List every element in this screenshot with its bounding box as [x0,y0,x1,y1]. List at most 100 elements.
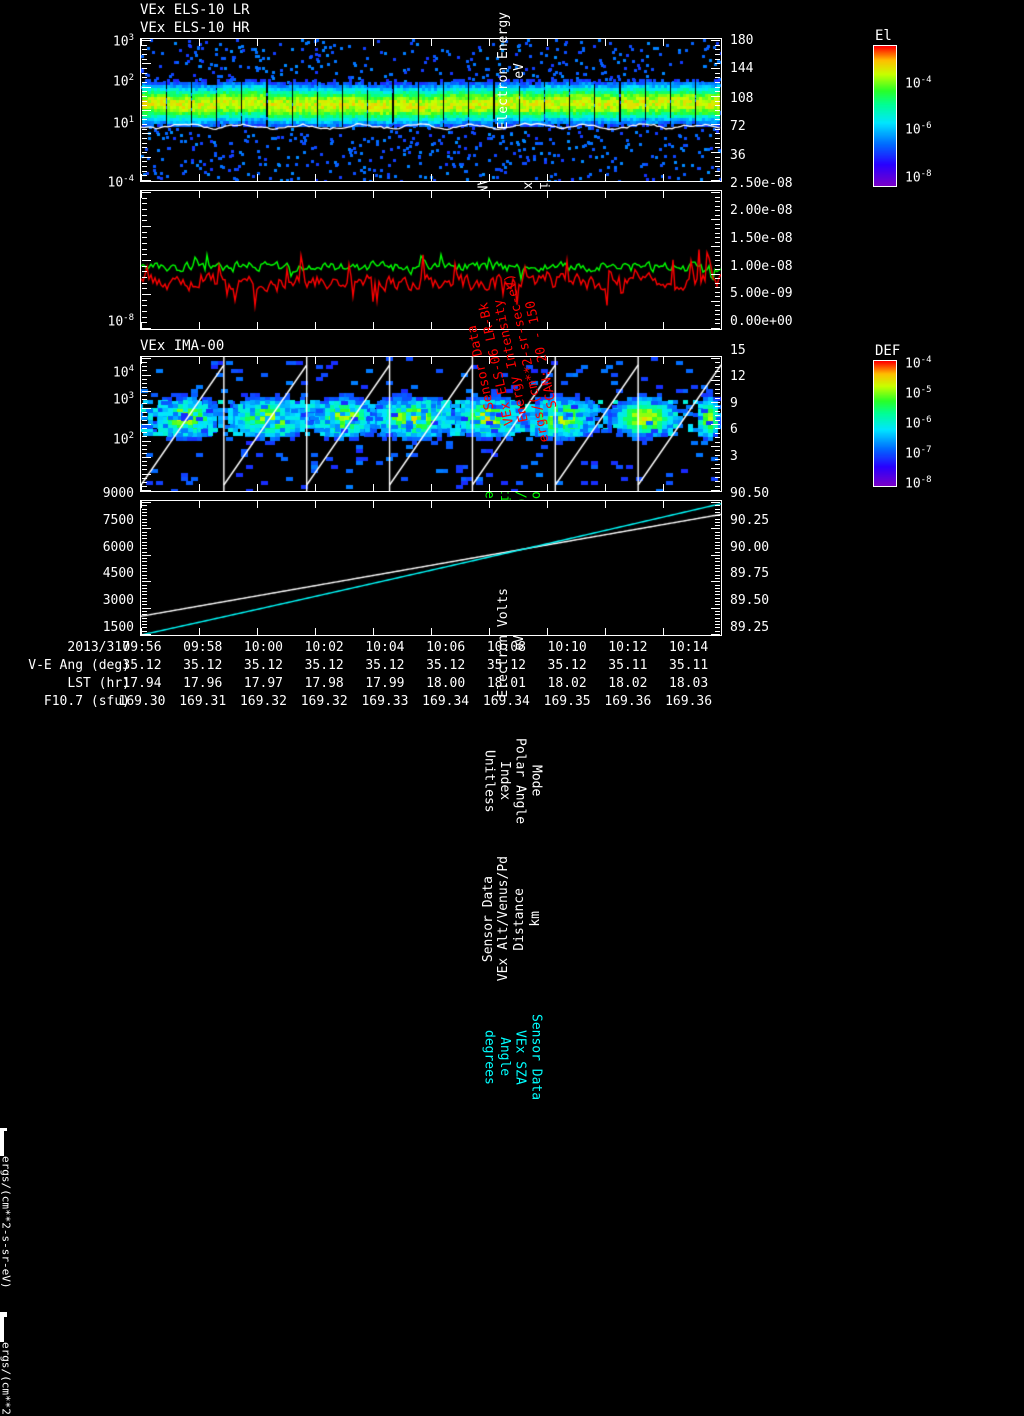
axis-tick-label: 1.00e-08 [730,259,793,274]
y-tick [715,166,720,167]
colorbar-def-label: DEF [875,343,901,359]
y-tick [715,175,720,176]
axis-tick-label: 12 [730,369,746,384]
y-tick [142,59,147,60]
y-tick [715,147,720,148]
y-tick [715,278,720,279]
table-row-label-2: LST (hr) [67,676,130,691]
x-tick [721,628,722,635]
x-tick [547,501,548,508]
y-tick [715,486,720,487]
table-cell: 169.34 [422,694,470,709]
table-cell: 169.36 [604,694,652,709]
y-tick [711,608,720,609]
y-tick [142,465,147,466]
table-row-label-0: 2013/317 [67,640,130,655]
axis-tick-label: 3 [730,449,738,464]
x-tick [605,39,606,46]
y-tick [715,575,720,576]
y-tick [715,319,720,320]
panel3-title-0: VEx IMA-00 [140,338,225,354]
y-tick [715,519,720,520]
y-tick [715,157,720,158]
colorbar-el [873,45,897,187]
y-tick [715,215,720,216]
y-tick [142,532,147,533]
y-tick [142,528,151,529]
x-tick [489,39,490,46]
x-tick [547,484,548,491]
y-tick [142,77,147,78]
x-tick [605,501,606,508]
x-tick [547,357,548,364]
y-tick [715,129,720,130]
y-tick [715,578,720,579]
y-tick [142,91,147,92]
y-tick [715,255,720,256]
y-tick [715,91,720,92]
x-tick [663,357,664,364]
x-tick [605,628,606,635]
y-tick [142,143,147,144]
x-tick [431,628,432,635]
y-tick [715,138,720,139]
x-tick [199,322,200,329]
y-tick [142,254,147,255]
colorbar-el-gradient [874,46,896,186]
y-tick [142,133,151,134]
table-cell: 17.94 [122,676,162,691]
table-cell: 169.36 [665,694,713,709]
y-tick [715,283,720,284]
axis-tick-label: 90.50 [730,486,770,501]
y-tick [142,152,147,153]
y-tick [142,288,147,289]
table-cell: 10:10 [547,640,587,655]
axis-tick-label: 102 [112,73,134,90]
y-tick [142,614,147,615]
y-tick [715,292,720,293]
table-cell: 35.12 [365,658,405,673]
panel3-right-axis-title-line: Unitless [481,749,497,813]
axis-tick-label: 101 [112,115,134,132]
panel3-right-axis-title-line: Mode [528,765,544,797]
y-tick [715,73,720,74]
x-tick [199,501,200,508]
y-tick [715,505,720,506]
x-tick [605,174,606,181]
x-tick [431,357,432,364]
x-tick [547,322,548,329]
table-cell: 10:04 [365,640,405,655]
x-tick [257,322,258,329]
x-tick [431,191,432,198]
y-tick [715,598,720,599]
y-tick [142,399,147,400]
y-tick [715,509,720,510]
x-tick [489,484,490,491]
x-tick [547,191,548,198]
x-tick [315,501,316,508]
y-tick [142,73,147,74]
y-tick [142,157,151,158]
axis-tick-label: 144 [730,61,754,76]
y-tick [142,598,147,599]
y-tick [142,445,147,446]
y-tick [715,210,720,211]
panel-energy-intensity-and-mag-field [140,190,722,330]
x-tick [605,357,606,364]
axis-tick-label: 102 [112,431,134,448]
y-tick [715,433,720,434]
y-tick [715,568,720,569]
y-tick [715,384,720,385]
y-tick [142,203,147,204]
y-tick [142,63,151,64]
y-tick [142,192,151,193]
y-tick [715,296,720,297]
panel3-right-axis-title-line: Index [497,761,512,801]
y-tick [715,242,720,243]
x-tick [489,501,490,508]
x-tick [605,322,606,329]
x-tick [373,322,374,329]
y-tick [142,129,147,130]
y-tick [711,490,720,491]
y-tick [142,395,147,396]
